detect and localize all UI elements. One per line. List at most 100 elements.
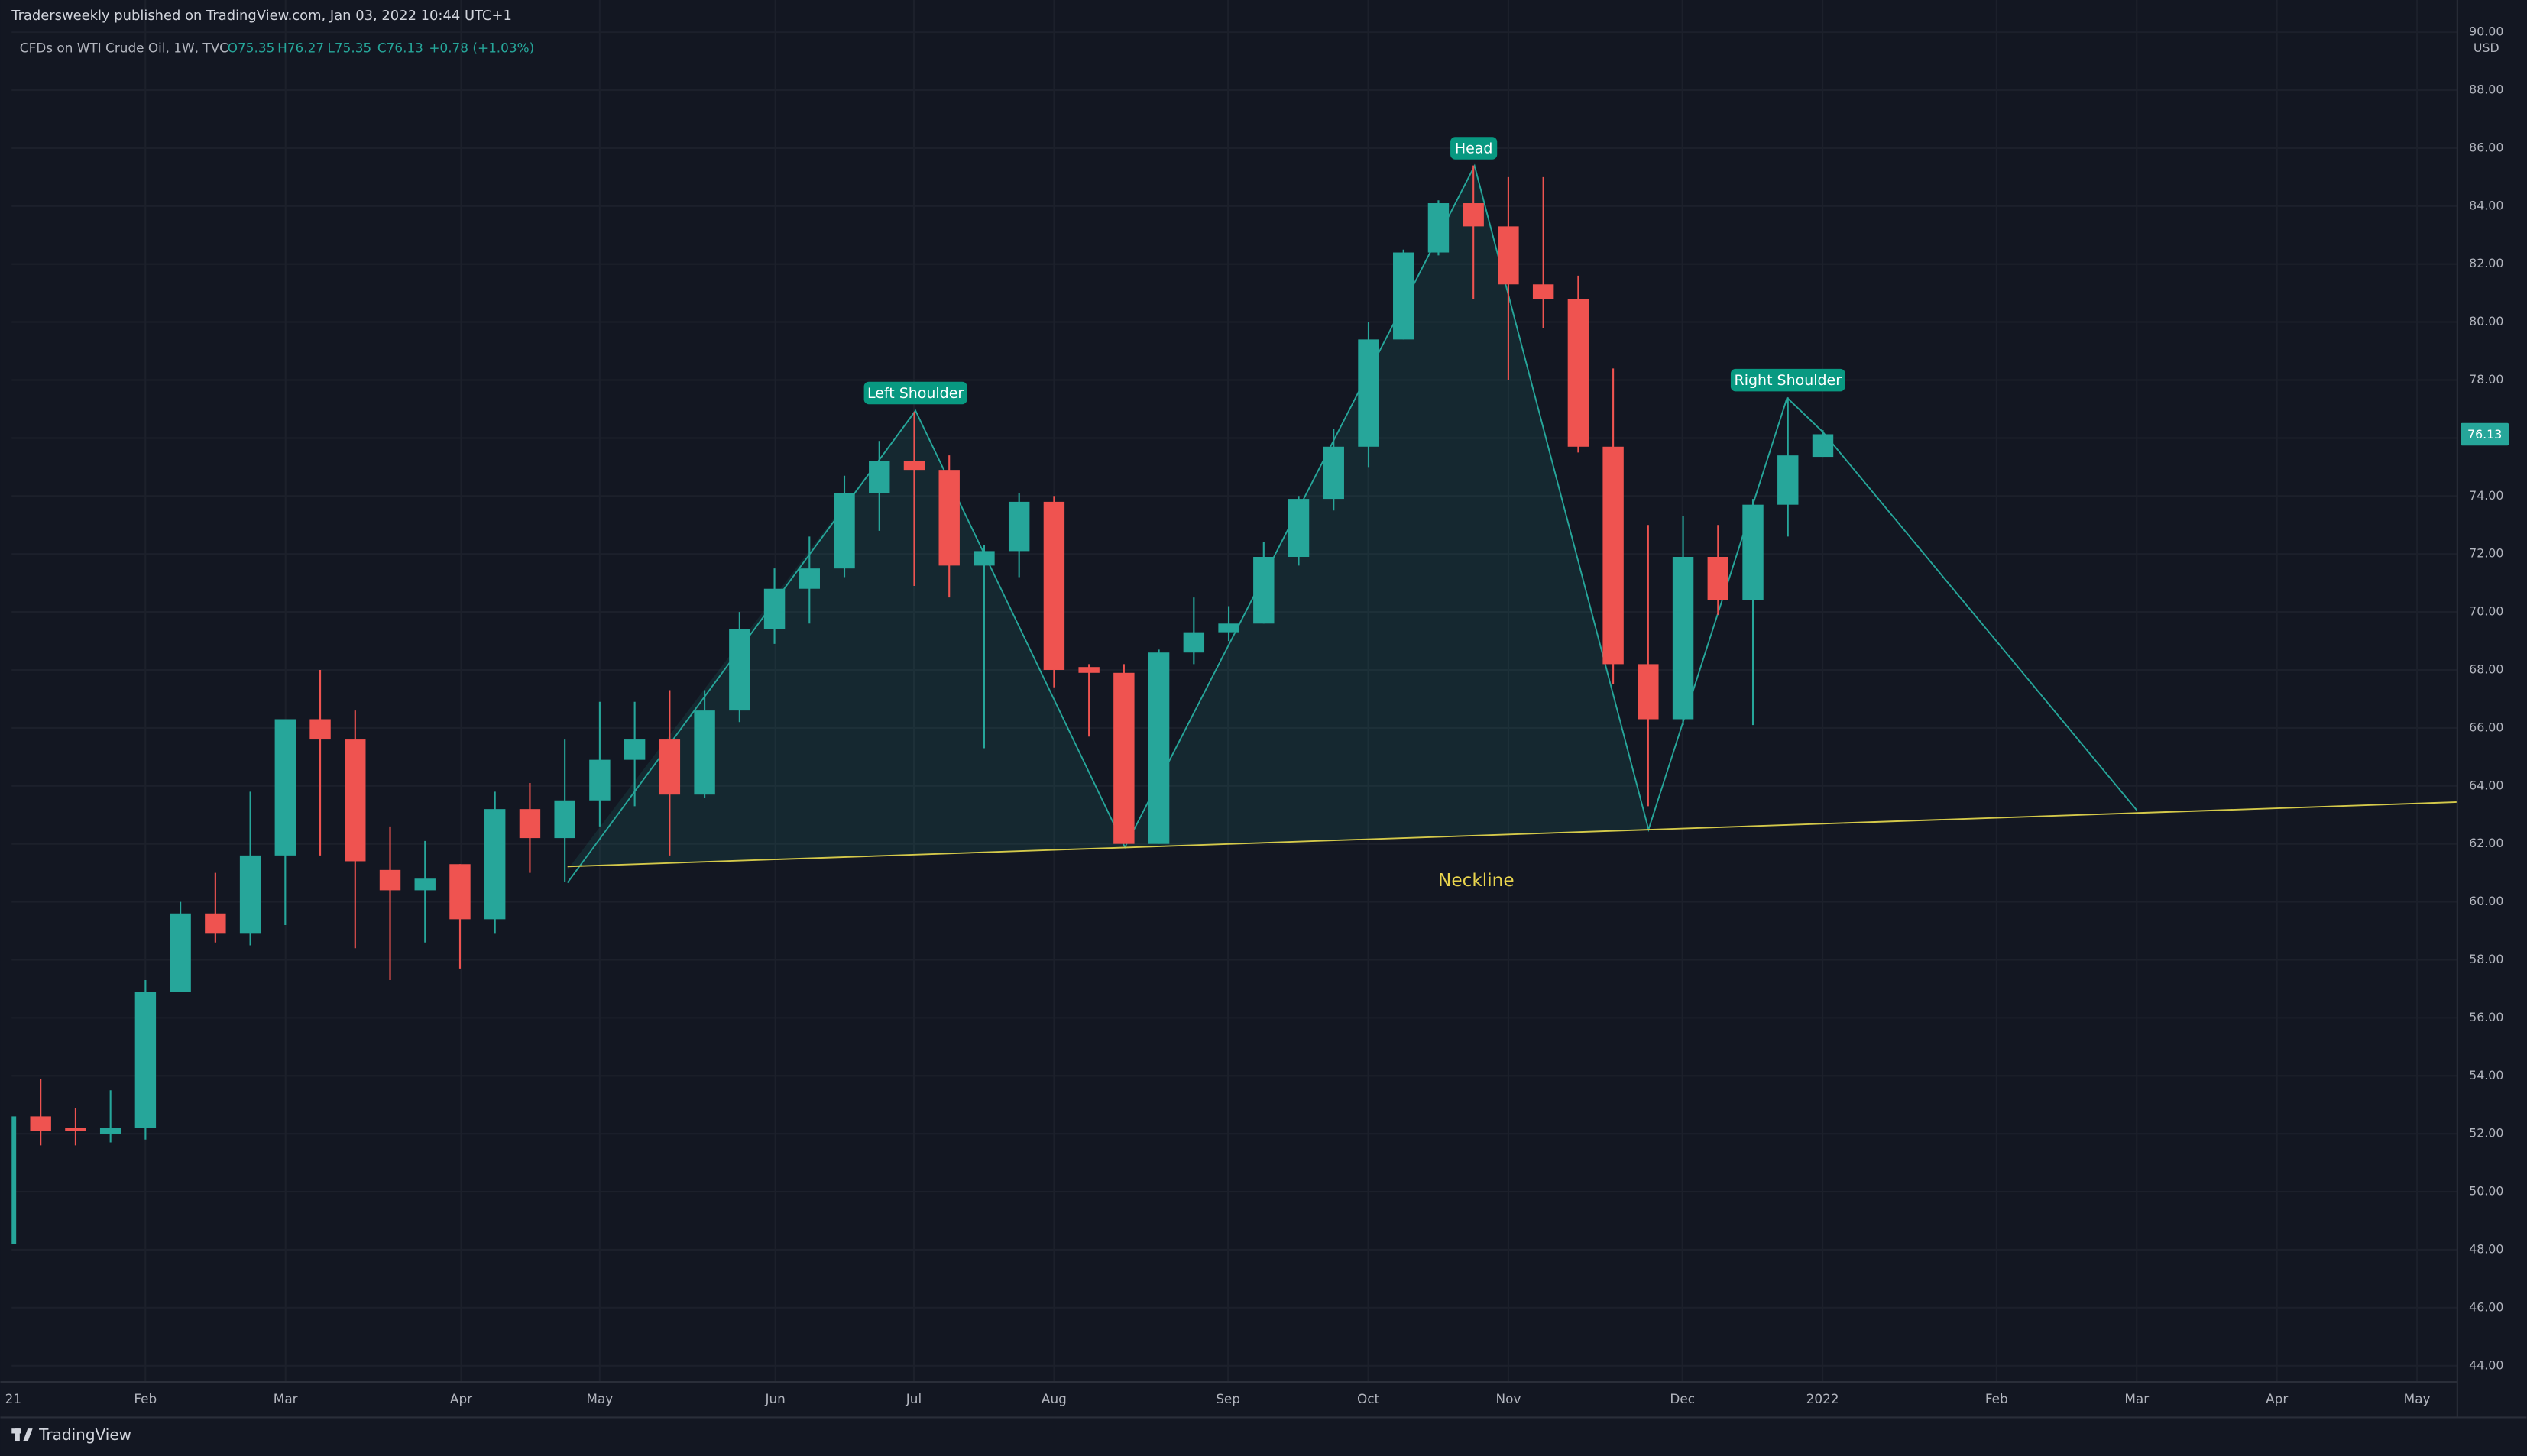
y-tick-label: 46.00 bbox=[2469, 1299, 2503, 1314]
pattern-fill bbox=[567, 166, 1649, 870]
neckline-line bbox=[567, 801, 2457, 868]
y-tick-label: 78.00 bbox=[2469, 372, 2503, 387]
y-tick-label: 82.00 bbox=[2469, 256, 2503, 270]
candle-body bbox=[1812, 434, 1834, 458]
x-tick-label: Nov bbox=[1496, 1391, 1521, 1406]
ohlc-low: L75.35 bbox=[328, 40, 372, 55]
x-tick-label: Mar bbox=[2124, 1391, 2149, 1406]
candle-body bbox=[134, 992, 157, 1128]
candle-body bbox=[519, 809, 541, 839]
candle-body bbox=[1323, 446, 1344, 500]
y-tick-label: 60.00 bbox=[2469, 894, 2503, 908]
x-tick-label: Aug bbox=[1042, 1391, 1067, 1406]
candle-body bbox=[11, 1116, 17, 1244]
ohlc-change: +0.78 (+1.03%) bbox=[429, 40, 534, 55]
label-box bbox=[1450, 137, 1498, 160]
candle-body bbox=[379, 869, 401, 891]
candle-body bbox=[1777, 455, 1799, 505]
candle-body bbox=[414, 878, 436, 891]
candle-body bbox=[1707, 556, 1729, 600]
right-shoulder-label: Right Shoulder bbox=[1735, 372, 1842, 389]
x-tick-label: Jun bbox=[764, 1391, 785, 1406]
candle-body bbox=[1218, 623, 1239, 633]
y-tick-label: 50.00 bbox=[2469, 1184, 2503, 1199]
y-tick-label: 48.00 bbox=[2469, 1241, 2503, 1256]
x-tick-label: Jul bbox=[906, 1391, 922, 1406]
y-tick-label: 74.00 bbox=[2469, 488, 2503, 503]
candle-body bbox=[1113, 672, 1135, 844]
y-tick-label: 44.00 bbox=[2469, 1357, 2503, 1372]
candle-body bbox=[345, 739, 366, 862]
last-price-label: 76.13 bbox=[2467, 427, 2502, 442]
candle-body bbox=[274, 719, 296, 856]
y-tick-label: 58.00 bbox=[2469, 952, 2503, 966]
candle-body bbox=[974, 551, 995, 566]
candle-body bbox=[1393, 252, 1414, 340]
label-box bbox=[863, 381, 967, 405]
candle-body bbox=[484, 809, 506, 920]
candle-body bbox=[1532, 284, 1554, 299]
candle-body bbox=[1043, 501, 1065, 670]
y-tick-label: 68.00 bbox=[2469, 662, 2503, 676]
brand-logo bbox=[11, 1428, 33, 1442]
candle-body bbox=[449, 864, 471, 920]
candle-body bbox=[1463, 203, 1484, 227]
candle-body bbox=[1253, 556, 1275, 624]
y-tick-label: 88.00 bbox=[2469, 83, 2503, 97]
candle-body bbox=[99, 1128, 121, 1134]
candle-body bbox=[869, 461, 890, 493]
y-tick-label: 64.00 bbox=[2469, 778, 2503, 792]
candle-body bbox=[65, 1128, 86, 1131]
x-tick-label: Apr bbox=[2266, 1391, 2288, 1406]
y-tick-label: 52.00 bbox=[2469, 1126, 2503, 1141]
y-tick-label: 56.00 bbox=[2469, 1010, 2503, 1024]
candle-body bbox=[763, 588, 786, 629]
annotations: Left Shoulder Head Right Shoulder Neckli… bbox=[863, 137, 1845, 891]
candle-body bbox=[938, 470, 960, 566]
y-tick-label: 84.00 bbox=[2469, 198, 2503, 212]
neckline-label: Neckline bbox=[1438, 870, 1515, 891]
publisher: Tradersweekly published on TradingView.c… bbox=[11, 8, 512, 24]
candle-body bbox=[1742, 504, 1764, 600]
ohlc-high: H76.27 bbox=[277, 40, 324, 55]
candle-body bbox=[589, 759, 611, 801]
x-tick-label: 21 bbox=[5, 1391, 21, 1406]
x-tick-label: Oct bbox=[1357, 1391, 1380, 1406]
label-box bbox=[1730, 368, 1845, 392]
candle-body bbox=[309, 719, 331, 740]
x-tick-label: Feb bbox=[1985, 1391, 2008, 1406]
y-tick-label: 86.00 bbox=[2469, 140, 2503, 154]
candles bbox=[11, 165, 1834, 1244]
y-tick-label: 72.00 bbox=[2469, 546, 2503, 561]
candle-body bbox=[659, 739, 681, 795]
candle-body bbox=[729, 629, 750, 711]
candle-body bbox=[1078, 667, 1100, 673]
x-tick-label: Sep bbox=[1216, 1391, 1240, 1406]
left-shoulder-label: Left Shoulder bbox=[867, 385, 964, 402]
y-tick-label: 70.00 bbox=[2469, 604, 2503, 619]
x-tick-label: Feb bbox=[134, 1391, 157, 1406]
candle-body bbox=[1148, 652, 1170, 844]
candle-body bbox=[205, 913, 226, 934]
candle-body bbox=[1602, 446, 1624, 665]
last-price-box bbox=[2461, 422, 2509, 446]
brand: TradingView bbox=[38, 1425, 131, 1444]
y-tick-label: 90.00 bbox=[2469, 24, 2503, 39]
y-tick-label: 80.00 bbox=[2469, 314, 2503, 328]
candle-body bbox=[1183, 632, 1205, 653]
x-tick-label: Mar bbox=[274, 1391, 298, 1406]
candle-body bbox=[1498, 226, 1519, 285]
candle-body bbox=[170, 913, 191, 992]
candle-body bbox=[1567, 299, 1589, 447]
candle-body bbox=[1638, 664, 1659, 720]
x-tick-label: 2022 bbox=[1806, 1391, 1839, 1406]
ohlc-close: C76.13 bbox=[377, 40, 423, 55]
y-tick-label: 66.00 bbox=[2469, 720, 2503, 734]
candle-body bbox=[554, 800, 575, 839]
ohlc-open: O75.35 bbox=[228, 40, 275, 55]
x-tick-label: Dec bbox=[1670, 1391, 1695, 1406]
candle-body bbox=[834, 493, 855, 569]
logo-part bbox=[23, 1428, 33, 1442]
candle-body bbox=[1358, 339, 1379, 447]
currency: USD bbox=[2474, 40, 2499, 55]
